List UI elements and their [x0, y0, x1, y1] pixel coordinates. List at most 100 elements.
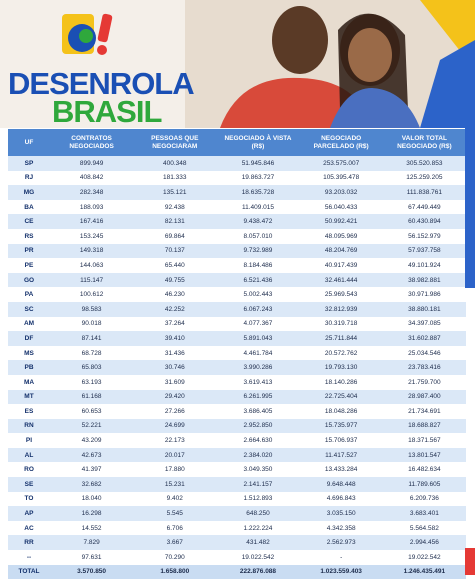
table-row: AM 90.018 37.264 4.077.367 30.319.718 34.397.… [8, 316, 466, 332]
value-cell: 6.209.736 [382, 491, 466, 507]
value-cell: 19.022.542 [382, 550, 466, 565]
person-shirt [220, 77, 370, 128]
data-table: UF CONTRATOS NEGOCIADOS PESSOAS QUE NEGOCI… [8, 129, 466, 579]
value-cell: 188.093 [50, 199, 134, 215]
table-row: AC 14.552 6.706 1.222.224 4.342.358 5.564.582 [8, 520, 466, 536]
value-cell: 34.397.085 [382, 316, 466, 332]
state-cell: ES [8, 404, 50, 419]
value-cell: 167.416 [50, 214, 134, 229]
value-cell: 69.864 [133, 228, 217, 244]
table-row: RS 153.245 69.864 8.057.010 48.095.969 56.152… [8, 228, 466, 244]
value-cell: 56.152.979 [382, 228, 466, 244]
logo-text: DESENROLA [8, 66, 195, 101]
value-cell: 21.734.691 [382, 404, 466, 419]
value-cell: 153.245 [50, 228, 134, 244]
value-cell: 50.992.421 [299, 214, 383, 229]
state-cell: TOTAL [8, 564, 50, 579]
value-cell: 222.876.088 [216, 564, 300, 579]
value-cell: 400.348 [133, 156, 217, 171]
value-cell: 68.728 [50, 345, 134, 361]
state-cell: -- [8, 550, 50, 565]
person-head [272, 6, 328, 74]
value-cell: 27.266 [133, 404, 217, 419]
value-cell: 19.793.130 [299, 360, 383, 375]
value-cell: 13.433.284 [299, 462, 383, 478]
value-cell: 2.562.973 [299, 535, 383, 551]
value-cell: 18.635.728 [216, 185, 300, 200]
value-cell: 4.077.367 [216, 316, 300, 332]
logo-icon [97, 45, 107, 55]
value-cell: 1.658.800 [133, 564, 217, 579]
value-cell: 8.057.010 [216, 228, 300, 244]
value-cell: 125.259.205 [382, 170, 466, 186]
value-cell: 5.545 [133, 506, 217, 521]
value-cell: 105.395.478 [299, 170, 383, 186]
value-cell: 9.402 [133, 491, 217, 507]
value-cell: 30.971.986 [382, 287, 466, 302]
value-cell: 46.230 [133, 287, 217, 302]
state-cell: AP [8, 506, 50, 521]
table-row: DF 87.141 39.410 5.891.043 25.711.844 31.602.… [8, 331, 466, 346]
value-cell: 24.699 [133, 418, 217, 434]
value-cell: 11.789.605 [382, 477, 466, 492]
value-cell: 49.101.924 [382, 258, 466, 273]
state-cell: MG [8, 185, 50, 200]
side-deco [465, 128, 475, 575]
table-row: PI 43.209 22.173 2.664.630 15.706.937 18.371.… [8, 433, 466, 448]
value-cell: 90.018 [50, 316, 134, 332]
state-cell: TO [8, 491, 50, 507]
value-cell: 15.735.977 [299, 418, 383, 434]
table-row: MG 282.348 135.121 18.635.728 93.203.032 111.… [8, 185, 466, 200]
value-cell: 7.829 [50, 535, 134, 551]
state-cell: AL [8, 447, 50, 463]
value-cell: 14.552 [50, 520, 134, 536]
table-row: ES 60.653 27.266 3.686.405 18.048.286 21.734.… [8, 404, 466, 419]
value-cell: 2.141.157 [216, 477, 300, 492]
value-cell: 253.575.007 [299, 156, 383, 171]
value-cell: 51.945.846 [216, 156, 300, 171]
value-cell: 1.246.435.491 [382, 564, 466, 579]
logo-icon [97, 13, 113, 43]
value-cell: 1.222.224 [216, 520, 300, 536]
person-shirt [330, 88, 420, 128]
value-cell: 648.250 [216, 506, 300, 521]
value-cell: 3.683.401 [382, 506, 466, 521]
table-row: GO 115.147 49.755 6.521.436 32.461.444 38.982… [8, 272, 466, 288]
state-cell: AC [8, 520, 50, 536]
header-row: UF CONTRATOS NEGOCIADOS PESSOAS QUE NEGOCI… [8, 129, 466, 156]
value-cell: 60.430.894 [382, 214, 466, 229]
deco-blue [465, 128, 475, 288]
state-cell: PR [8, 243, 50, 259]
table-row: RR 7.829 3.667 431.482 2.562.973 2.994.456 [8, 535, 466, 551]
value-cell: 1.512.893 [216, 491, 300, 507]
value-cell: 29.420 [133, 389, 217, 405]
value-cell: 4.342.358 [299, 520, 383, 536]
value-cell: 25.969.543 [299, 287, 383, 302]
value-cell: 4.696.843 [299, 491, 383, 507]
value-cell: 61.168 [50, 389, 134, 405]
value-cell: 3.049.350 [216, 462, 300, 478]
value-cell: 8.184.486 [216, 258, 300, 273]
table-row: TOTAL 3.570.850 1.658.800 222.876.088 1.023.… [8, 564, 466, 579]
value-cell: 15.706.937 [299, 433, 383, 448]
value-cell: 93.203.032 [299, 185, 383, 200]
table-row: BA 188.093 92.438 11.409.015 56.040.433 67.44… [8, 199, 466, 215]
value-cell: 18.371.567 [382, 433, 466, 448]
value-cell: 31.609 [133, 374, 217, 390]
value-cell: 15.231 [133, 477, 217, 492]
value-cell: 9.648.448 [299, 477, 383, 492]
value-cell: 305.520.853 [382, 156, 466, 171]
value-cell: 3.570.850 [50, 564, 134, 579]
value-cell: 3.686.405 [216, 404, 300, 419]
deco-blue [420, 40, 475, 128]
table-row: AP 16.298 5.545 648.250 3.035.150 3.683.401 [8, 506, 466, 521]
value-cell: 42.673 [50, 447, 134, 463]
value-cell: 82.131 [133, 214, 217, 229]
state-cell: PA [8, 287, 50, 302]
value-cell: 63.193 [50, 374, 134, 390]
value-cell: 60.653 [50, 404, 134, 419]
column-header: CONTRATOS NEGOCIADOS [50, 129, 134, 156]
value-cell: 2.664.630 [216, 433, 300, 448]
value-cell: 41.397 [50, 462, 134, 478]
state-cell: SP [8, 156, 50, 171]
